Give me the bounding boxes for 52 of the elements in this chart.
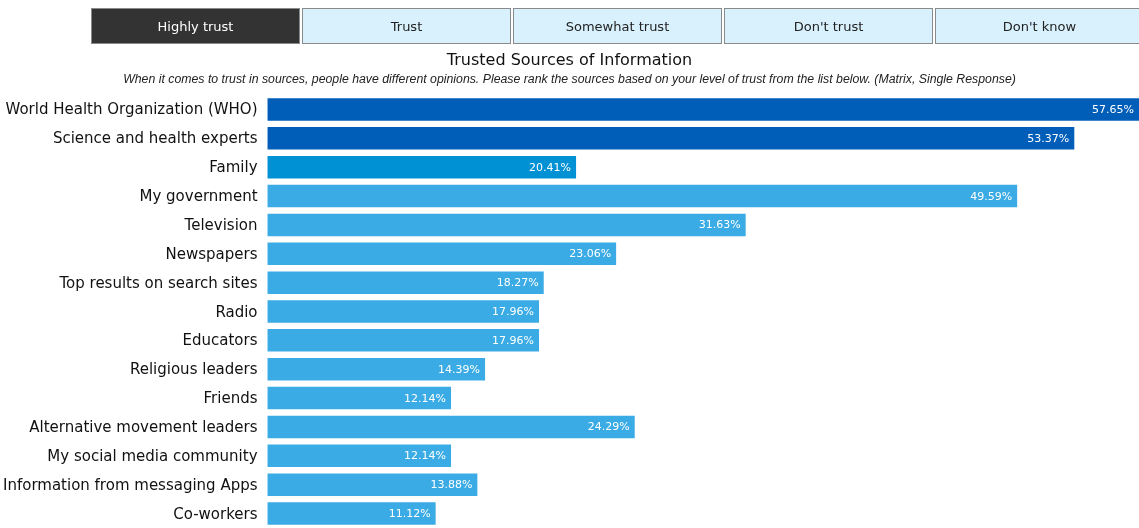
bar xyxy=(267,155,577,179)
data-label: 23.06% xyxy=(569,247,612,261)
y-tick-label: Newspapers xyxy=(165,244,258,263)
text: Highly trust xyxy=(91,8,300,44)
text: Don't know xyxy=(935,8,1139,44)
data-label: 31.63% xyxy=(698,218,741,232)
y-tick-label: Television xyxy=(183,215,258,234)
y-tick-label: Top results on search sites xyxy=(58,273,258,292)
y-tick-label: Science and health experts xyxy=(52,129,258,148)
bar xyxy=(267,415,635,439)
data-label: 24.29% xyxy=(587,420,630,434)
bar xyxy=(267,213,746,237)
data-label: 53.37% xyxy=(1027,131,1070,145)
y-tick-label: Friends xyxy=(203,389,258,408)
y-tick-label: My government xyxy=(139,187,258,206)
y-tick-label: Alternative movement leaders xyxy=(29,417,258,436)
y-tick-label: My social media community xyxy=(47,446,258,465)
bar xyxy=(267,242,617,266)
text: Don't trust xyxy=(724,8,933,44)
bar xyxy=(267,357,486,381)
y-tick-label: Religious leaders xyxy=(129,360,258,379)
data-label: 57.65% xyxy=(1092,102,1134,116)
bar xyxy=(267,329,540,352)
data-label: 17.96% xyxy=(492,333,535,347)
data-label: 12.14% xyxy=(404,449,447,463)
y-tick-label: Family xyxy=(209,158,258,177)
y-tick-label: Information from messaging Apps xyxy=(2,475,258,494)
bar xyxy=(267,444,452,468)
bar xyxy=(267,386,452,410)
data-label: 12.14% xyxy=(404,391,447,405)
data-label: 18.27% xyxy=(496,276,539,290)
bar xyxy=(267,271,544,294)
bar xyxy=(267,473,478,496)
data-label: 13.88% xyxy=(430,478,473,492)
y-tick-label: Educators xyxy=(182,331,258,350)
data-label: 14.39% xyxy=(438,362,481,376)
data-label: 17.96% xyxy=(492,305,535,318)
text: Somewhat trust xyxy=(513,8,722,44)
bar xyxy=(267,127,1075,150)
y-tick-label: Co-workers xyxy=(173,504,258,523)
data-label: 11.12% xyxy=(388,507,431,521)
data-label: 20.41% xyxy=(529,160,572,174)
chart-title: Trusted Sources of Information xyxy=(445,50,694,69)
data-label: 49.59% xyxy=(970,189,1013,203)
bar xyxy=(267,98,1139,121)
bar xyxy=(267,502,436,525)
y-tick-label: World Health Organization (WHO) xyxy=(5,100,258,119)
chart-subtitle: When it comes to trust in sources, people have different opinions. Please rank the sources based on your level of trust from the list below. (Matrix, Single Response) xyxy=(122,72,1017,86)
bar xyxy=(267,184,1018,208)
text: Trust xyxy=(302,8,511,44)
bar xyxy=(267,300,540,323)
y-tick-label: Radio xyxy=(215,302,258,321)
